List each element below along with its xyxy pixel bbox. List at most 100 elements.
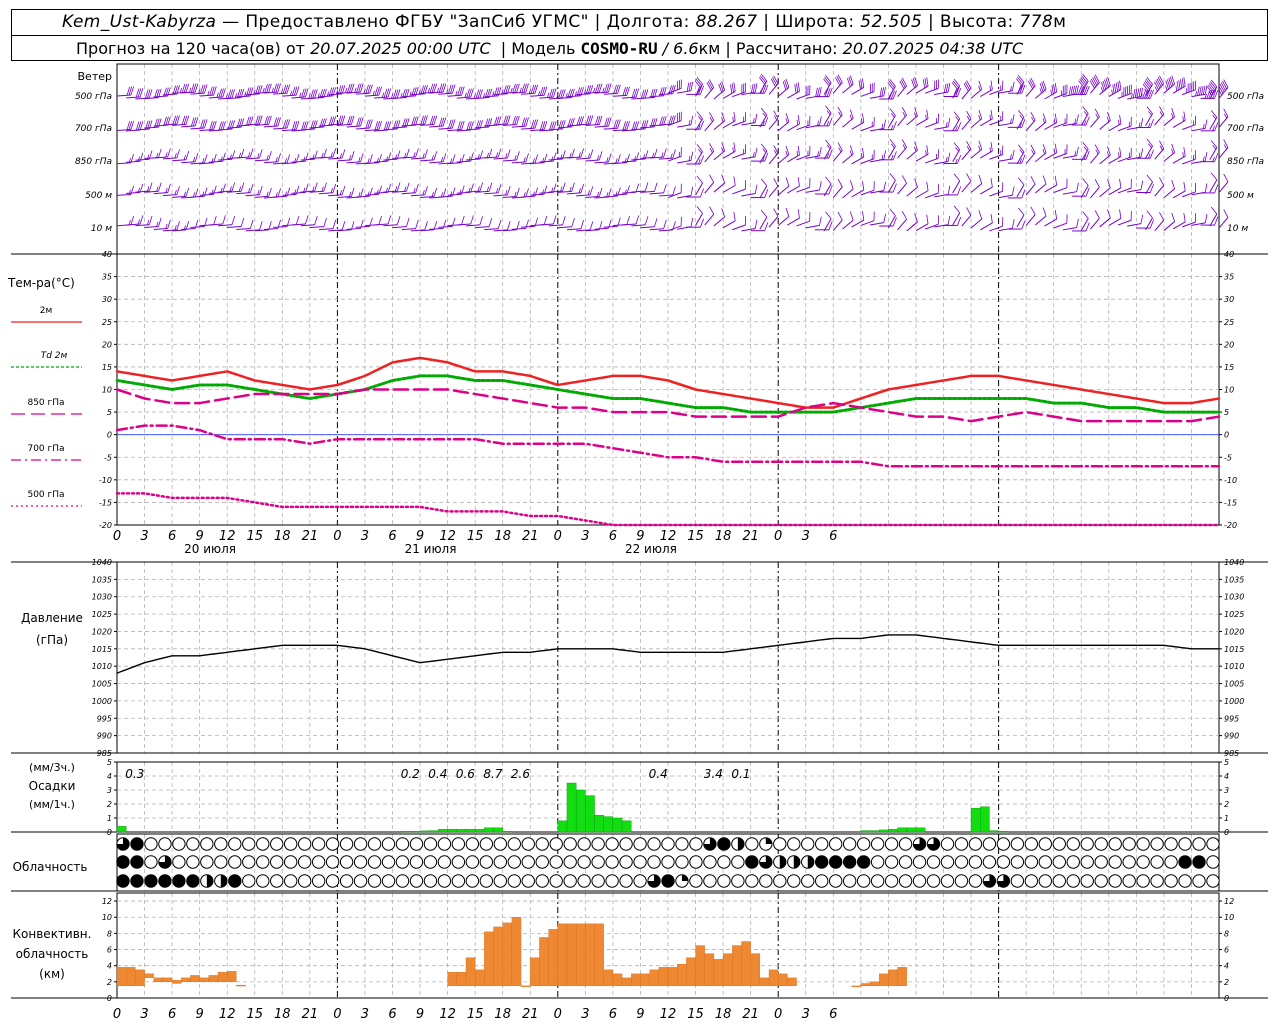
wind-barb-feather xyxy=(257,153,260,159)
convective-cloud-bar xyxy=(704,953,715,987)
wind-barb xyxy=(511,91,526,94)
wind-barb-feather xyxy=(773,110,779,119)
wind-barb-feather xyxy=(819,87,822,97)
wind-barb-feather xyxy=(459,189,462,195)
wind-barb-feather xyxy=(1082,211,1089,219)
wind-barb-feather xyxy=(1119,209,1122,219)
wind-barb-feather xyxy=(1200,85,1204,95)
wind-barb-feather xyxy=(158,217,162,227)
wind-barb-feather xyxy=(635,183,640,193)
wind-barb-feather xyxy=(889,208,896,217)
wind-barb xyxy=(934,126,949,130)
cloud-symbol xyxy=(1192,837,1206,851)
axis-hour-label-bottom: 18 xyxy=(494,1007,511,1022)
cloud-symbol xyxy=(1206,855,1220,869)
cloud-symbol xyxy=(856,837,871,851)
wind-barb xyxy=(456,223,471,226)
wind-barb-feather xyxy=(1212,114,1217,120)
wind-barb-feather xyxy=(291,86,296,96)
header-row-forecast: Прогноз на 120 часа(ов) от 20.07.2025 00… xyxy=(12,36,1267,61)
wind-barb-feather xyxy=(305,121,309,131)
wind-barb-feather xyxy=(266,115,270,125)
wind-barb-feather xyxy=(824,88,829,97)
wind-barb-feather xyxy=(659,116,663,126)
wind-barb-feather xyxy=(431,191,434,197)
wind-barb-feather xyxy=(1018,144,1025,153)
wind-barb xyxy=(823,112,832,126)
cloud-symbol xyxy=(563,855,577,869)
wind-barb-feather xyxy=(332,184,337,193)
wind-barb-feather xyxy=(413,152,416,158)
wind-barb xyxy=(1108,217,1122,226)
wind-barb-feather xyxy=(257,85,261,95)
cloud-symbol xyxy=(717,855,731,869)
wind-barb-feather xyxy=(955,116,960,121)
wind-barb xyxy=(190,127,205,130)
wind-barb xyxy=(860,189,875,196)
wind-barb-feather xyxy=(846,78,851,87)
wind-barb-feather xyxy=(494,116,498,126)
wind-barb xyxy=(566,156,581,159)
wind-barb-feather xyxy=(273,83,278,93)
wind-barb xyxy=(585,229,600,232)
wind-barb-feather xyxy=(760,107,768,116)
cloud-symbol xyxy=(591,855,605,869)
cloud-symbol xyxy=(675,837,689,851)
wind-barb-feather xyxy=(534,84,539,94)
wind-barb-feather xyxy=(503,85,507,95)
wind-barb-feather xyxy=(1165,80,1169,90)
cloud-symbol xyxy=(773,874,787,888)
wind-barb-feather xyxy=(661,152,664,158)
wind-barb-feather xyxy=(672,84,676,94)
y-tick-label-right: 2 xyxy=(1224,800,1229,809)
wind-barb-feather xyxy=(396,182,401,192)
wind-barb xyxy=(952,180,961,194)
wind-barb xyxy=(383,128,398,131)
wind-barb-feather xyxy=(1078,80,1085,89)
wind-barb-feather xyxy=(293,121,298,130)
wind-barb xyxy=(649,228,664,231)
wind-barb xyxy=(777,216,790,226)
wind-barb-feather xyxy=(560,89,564,99)
wind-barb-feather xyxy=(310,89,314,99)
wind-barb-feather xyxy=(139,215,144,225)
wind-barb-feather xyxy=(770,78,776,87)
wind-barb-feather xyxy=(1182,152,1184,158)
wind-barb xyxy=(1163,151,1175,162)
y-tick-label-left: 1030 xyxy=(92,593,112,602)
wind-barb-feather xyxy=(376,189,379,195)
cloud-symbol xyxy=(283,837,298,851)
wind-barb-feather xyxy=(881,123,884,129)
wind-barb xyxy=(823,218,832,232)
wind-barb xyxy=(594,125,609,128)
wind-barb-feather xyxy=(1154,86,1158,92)
wind-barb-feather xyxy=(452,119,456,129)
wind-barb-feather xyxy=(978,210,983,220)
wind-barb xyxy=(1182,158,1196,165)
wind-barb xyxy=(631,158,646,161)
wind-barb-feather xyxy=(1021,220,1026,230)
cloud-symbol xyxy=(1164,874,1178,888)
wind-barb-feather xyxy=(828,149,833,159)
wind-barb xyxy=(906,186,918,197)
precip-bar xyxy=(447,829,457,833)
wind-barb-feather xyxy=(759,75,767,83)
wind-barb-feather xyxy=(926,145,929,155)
wind-barb-feather xyxy=(183,83,188,93)
wind-barb-feather xyxy=(785,78,790,88)
precip-bar xyxy=(612,817,623,833)
wind-barb-feather xyxy=(558,89,562,99)
wind-barb-feather xyxy=(1183,111,1186,121)
wind-barb xyxy=(1080,148,1089,162)
wind-barb xyxy=(429,161,444,164)
wind-barb-feather xyxy=(901,107,907,116)
wind-barb-feather xyxy=(1011,149,1015,159)
wind-barb-feather xyxy=(945,156,948,162)
wind-barb-feather xyxy=(369,119,373,129)
model-resolution: / 6.6 xyxy=(662,39,699,58)
wind-barb-feather xyxy=(1171,75,1176,85)
wind-barb xyxy=(420,159,435,162)
wind-barb-feather xyxy=(1136,88,1140,98)
wind-barb-feather xyxy=(826,144,831,150)
wind-barb-feather xyxy=(514,115,518,125)
